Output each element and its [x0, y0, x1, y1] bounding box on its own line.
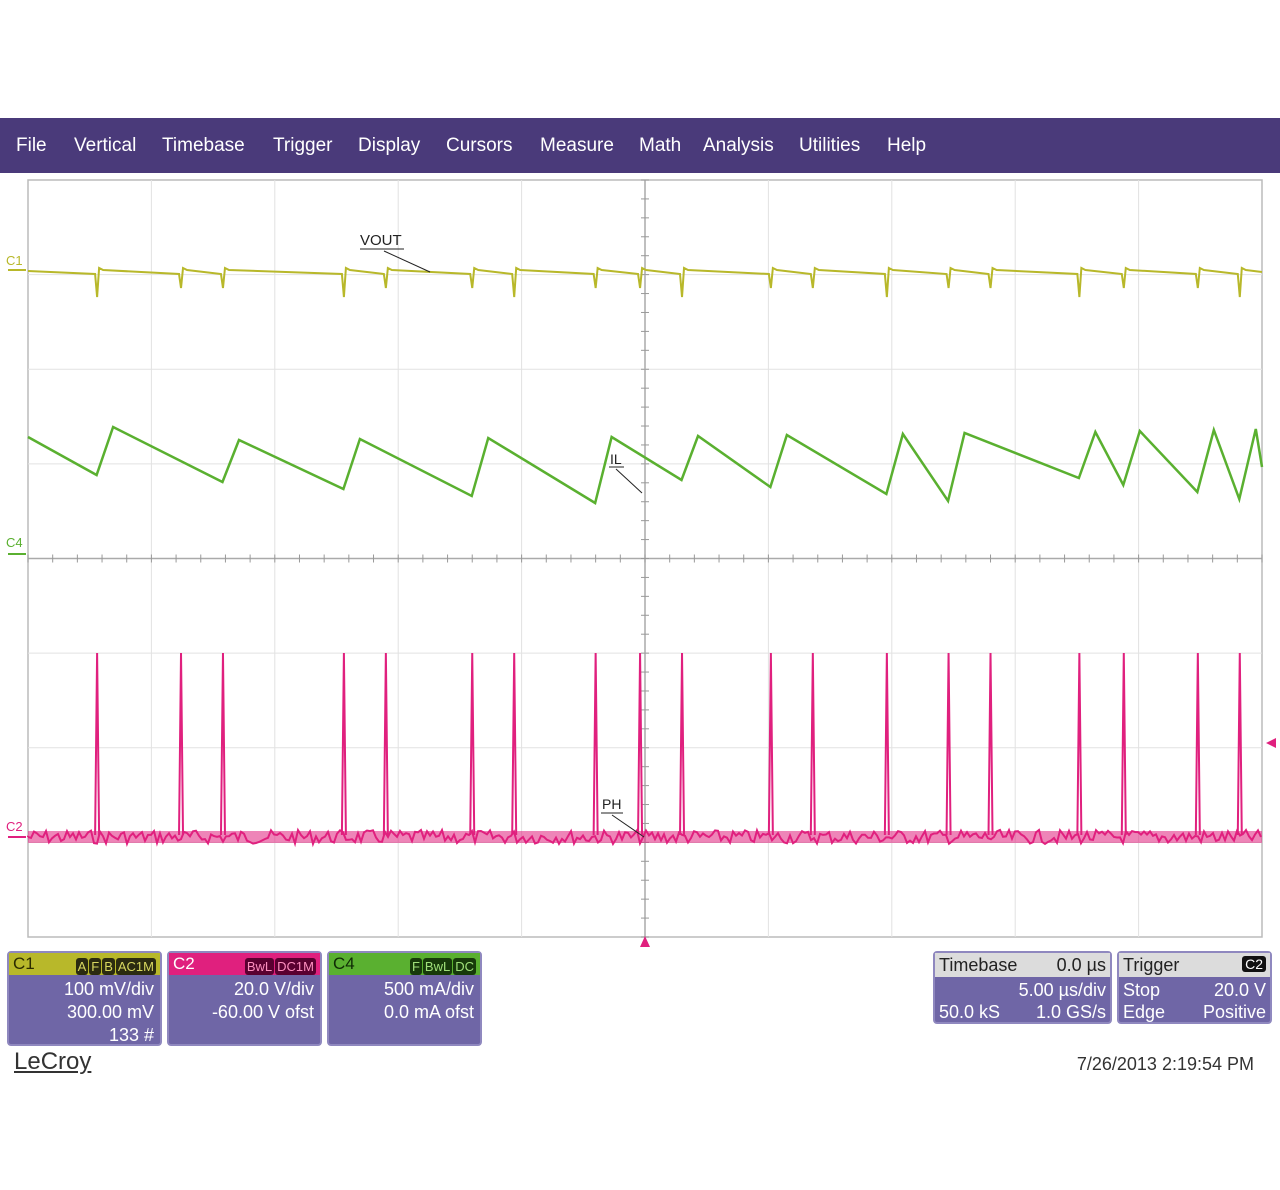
menu-bar: File Vertical Timebase Trigger Display C… — [0, 118, 1280, 173]
il-waveform — [27, 425, 1264, 505]
menu-display[interactable]: Display — [358, 135, 421, 156]
ph-pulse — [340, 652, 347, 836]
c2-descriptor[interactable]: C2 BwL DC1M 20.0 V/div -60.00 V ofst — [167, 951, 322, 1046]
c4-ground-marker: C4 — [6, 535, 23, 550]
c1-tag-f: F — [89, 958, 102, 975]
timebase-title: Timebase — [939, 955, 1018, 975]
timebase-delay: 0.0 µs — [1056, 955, 1106, 975]
menu-help[interactable]: Help — [887, 135, 927, 156]
c1-offset: 300.00 mV — [66, 1002, 154, 1022]
ph-pulse — [679, 652, 686, 836]
c4-descriptor[interactable]: C4 F BwL DC 500 mA/div 0.0 mA ofst — [327, 951, 482, 1046]
c4-tag-coupling: DC — [453, 958, 476, 975]
c4-name: C4 — [333, 954, 355, 973]
ph-pulse — [94, 652, 101, 836]
c4-offset: 0.0 mA ofst — [383, 1002, 474, 1022]
trigger-descriptor[interactable]: Trigger C2 Stop 20.0 V Edge Positive — [1117, 951, 1272, 1024]
c4-tag-bwl: BwL — [422, 958, 453, 975]
menu-file[interactable]: File — [16, 135, 47, 156]
ph-pulse — [1236, 652, 1243, 836]
menu-measure[interactable]: Measure — [540, 135, 614, 156]
vout-leader-line — [383, 250, 431, 273]
vout-trace-label: VOUT — [360, 232, 402, 249]
ph-pulse — [809, 652, 816, 836]
ph-pulse — [178, 652, 185, 836]
ph-noise-band — [28, 831, 1262, 843]
menu-timebase[interactable]: Timebase — [162, 135, 245, 156]
timebase-per-div: 5.00 µs/div — [1018, 980, 1106, 1000]
menu-analysis[interactable]: Analysis — [703, 135, 774, 156]
trigger-slope: Positive — [1202, 1002, 1266, 1022]
ph-trace-label: PH — [602, 796, 621, 812]
c2-scale: 20.0 V/div — [233, 979, 314, 999]
ph-pulse — [987, 652, 994, 836]
trigger-title: Trigger — [1123, 955, 1180, 975]
ph-pulse — [767, 652, 774, 836]
waveform-traces — [27, 266, 1264, 848]
ph-pulse — [511, 652, 518, 836]
trigger-level: 20.0 V — [1213, 980, 1266, 1000]
c2-tag-bwl: BwL — [244, 958, 275, 975]
menu-vertical[interactable]: Vertical — [74, 135, 137, 156]
ph-leader-line — [611, 814, 645, 838]
c2-ground-marker: C2 — [6, 819, 23, 834]
menu-utilities[interactable]: Utilities — [799, 135, 861, 156]
menu-cursors[interactable]: Cursors — [446, 135, 513, 156]
menu-math[interactable]: Math — [639, 135, 682, 156]
ph-pulse — [945, 652, 952, 836]
timebase-samples: 50.0 kS — [939, 1002, 1001, 1022]
ph-pulse — [883, 652, 890, 836]
trigger-source: C2 — [1242, 956, 1266, 972]
c1-tag-coupling: AC1M — [115, 958, 156, 975]
lecroy-logo: LeCroy — [14, 1048, 92, 1075]
trigger-level-marker[interactable] — [1266, 738, 1276, 748]
scope-display[interactable]: C1 C4 C2 VOUT IL PH — [0, 175, 1280, 950]
ph-pulse — [382, 652, 389, 836]
c1-name: C1 — [13, 954, 35, 973]
trigger-type: Edge — [1123, 1002, 1166, 1022]
c2-name: C2 — [173, 954, 195, 973]
ph-pulse — [1076, 652, 1083, 836]
c1-ground-marker: C1 — [6, 253, 23, 268]
c4-tag-f: F — [409, 958, 422, 975]
menu-trigger[interactable]: Trigger — [273, 135, 333, 156]
il-leader-line — [615, 468, 643, 494]
timebase-descriptor[interactable]: Timebase 0.0 µs 5.00 µs/div 50.0 kS 1.0 … — [933, 951, 1112, 1024]
c2-tag-coupling: DC1M — [275, 958, 316, 975]
ph-pulse — [1120, 652, 1127, 836]
trigger-position-marker[interactable] — [640, 936, 650, 947]
ph-pulse — [637, 652, 644, 836]
ph-pulse — [469, 652, 476, 836]
timestamp: 7/26/2013 2:19:54 PM — [1076, 1054, 1254, 1074]
il-trace-label: IL — [610, 451, 622, 467]
ph-pulse — [219, 652, 226, 836]
c1-descriptor[interactable]: C1 A F B AC1M 100 mV/div 300.00 mV 133 # — [7, 951, 162, 1046]
timebase-rate: 1.0 GS/s — [1035, 1002, 1106, 1022]
c1-scale: 100 mV/div — [63, 979, 154, 999]
ph-pulse — [1194, 652, 1201, 836]
c1-sweeps: 133 # — [108, 1025, 154, 1045]
c2-offset: -60.00 V ofst — [211, 1002, 314, 1022]
c1-tag-a: A — [75, 958, 89, 975]
ph-pulse — [592, 652, 599, 836]
vout-waveform — [27, 266, 1263, 298]
trigger-mode: Stop — [1123, 980, 1161, 1000]
c4-scale: 500 mA/div — [383, 979, 474, 999]
c1-tag-b: B — [102, 958, 115, 975]
